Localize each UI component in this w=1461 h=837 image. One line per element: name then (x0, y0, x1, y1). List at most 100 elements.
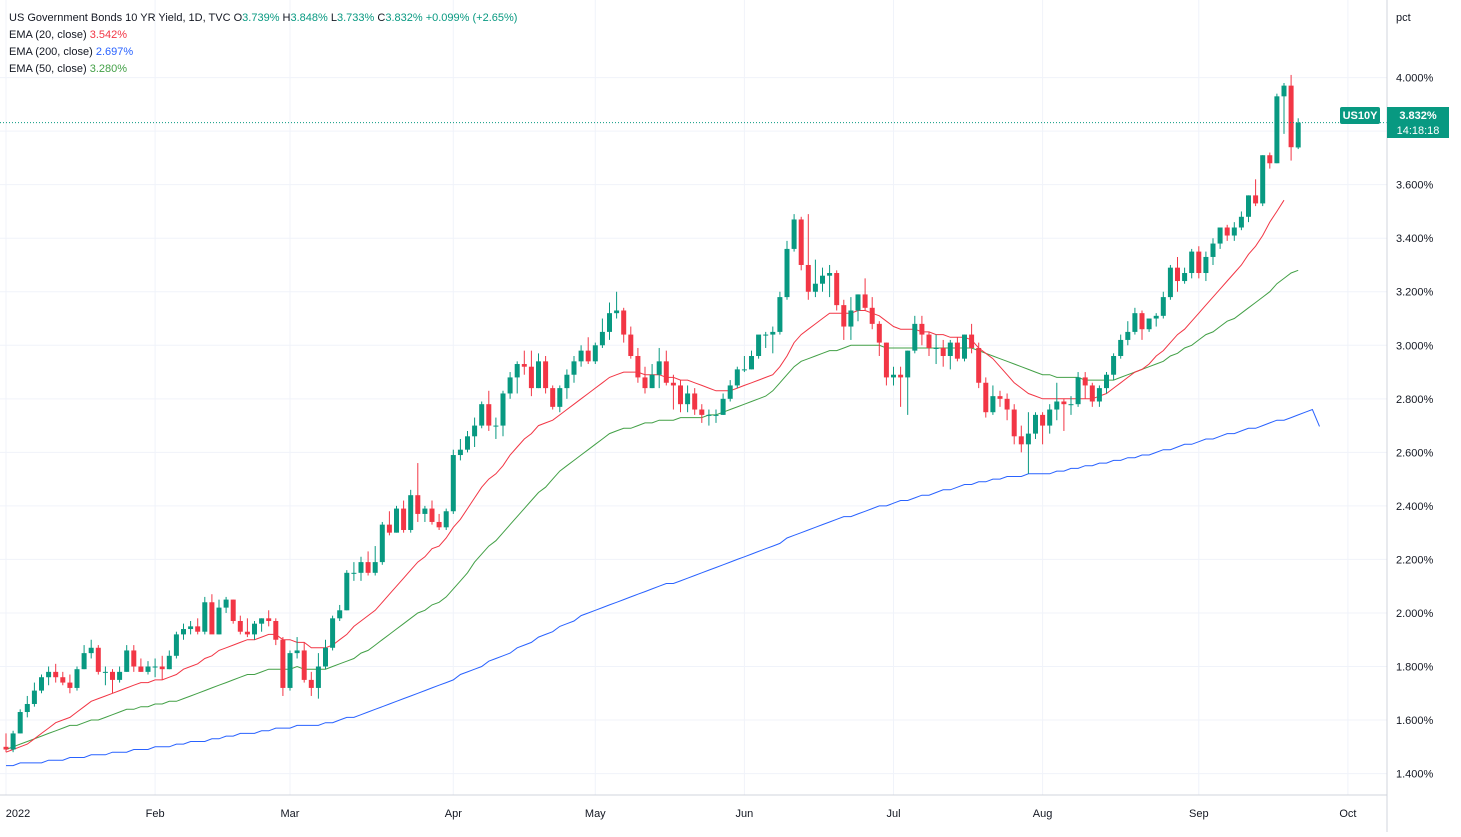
candle (273, 618, 279, 646)
candle-body (734, 369, 740, 386)
candle (848, 297, 854, 340)
candle (1125, 321, 1131, 346)
candle-body (1182, 273, 1188, 282)
candle (39, 674, 44, 694)
candle-body (181, 629, 186, 635)
candle (798, 216, 804, 271)
candle (670, 374, 676, 410)
candle-body (24, 703, 30, 713)
candle-body (727, 385, 733, 399)
x-axis-ticks[interactable]: 2022 Feb Mar Apr May Jun Jul Aug Sep Oct (6, 808, 1357, 820)
candle (678, 380, 683, 413)
candle-body (521, 364, 527, 367)
candle (607, 302, 612, 340)
candle-body (1011, 409, 1017, 437)
candle (1246, 195, 1251, 223)
candle-body (841, 305, 847, 327)
candle (117, 666, 123, 683)
candle-body (1096, 388, 1102, 402)
candle (1203, 251, 1209, 282)
candle (571, 355, 577, 383)
candle-body (898, 374, 904, 378)
candle (173, 631, 179, 659)
ema200-legend-row[interactable]: EMA (200, close) 2.697% (9, 44, 517, 61)
candle (457, 438, 463, 461)
candle-body (315, 666, 321, 688)
candle (152, 658, 158, 678)
candle-body (883, 342, 889, 378)
candle (749, 350, 754, 370)
candle-body (266, 618, 272, 622)
candle (862, 278, 868, 311)
candle (784, 240, 790, 300)
candle (102, 666, 108, 686)
price-label[interactable]: US10Y 3.832% 14:18:18 (1340, 107, 1449, 138)
candle-body (117, 671, 123, 680)
candle-body (969, 334, 975, 348)
ema200-label: EMA (200, close) (9, 46, 93, 58)
y-axis-ticks[interactable]: 1.400% 1.600% 1.800% 2.000% 2.200% 2.400% 2.60… (1396, 73, 1434, 781)
ema50-value: 3.280% (89, 63, 128, 75)
candle-body (195, 626, 201, 632)
high-label: H (282, 12, 291, 24)
candle-body (663, 361, 669, 383)
candle (727, 380, 733, 402)
candle-body (607, 313, 612, 332)
candle (841, 299, 847, 340)
candle-body (1111, 355, 1117, 375)
candle-body (252, 623, 257, 635)
candle (1118, 334, 1124, 359)
ema50-label: EMA (50, close) (9, 63, 87, 75)
candle-body (713, 414, 719, 416)
candle (983, 377, 989, 418)
candle (308, 671, 314, 696)
candle (372, 546, 378, 576)
candle (17, 709, 23, 734)
candle (138, 658, 144, 672)
candle (635, 347, 641, 383)
candle-body (351, 572, 357, 574)
candle-body (1089, 385, 1095, 402)
low-label: L (330, 12, 337, 24)
candle-body (614, 310, 620, 314)
candle-body (386, 524, 392, 533)
candle-body (273, 621, 279, 640)
candle-body (301, 650, 307, 680)
candle (1075, 372, 1081, 407)
candle-body (1189, 251, 1195, 274)
y-tick-label: 2.400% (1396, 501, 1434, 513)
candle-body (415, 495, 421, 514)
candle (401, 500, 407, 533)
candle-body (685, 393, 691, 405)
candle (812, 259, 818, 298)
ema50-legend-row[interactable]: EMA (50, close) 3.280% (9, 61, 517, 78)
candle (1238, 211, 1244, 231)
candle (777, 291, 783, 335)
candle (692, 388, 698, 415)
candle-body (1082, 377, 1088, 386)
candle-body (1047, 409, 1053, 426)
candle (926, 331, 932, 356)
candle-body (983, 382, 989, 413)
candle-body (372, 562, 378, 573)
candle-body (692, 393, 698, 410)
symbol-ohlc-row[interactable]: US Government Bonds 10 YR Yield, 1D, TVC… (9, 10, 517, 27)
candle-body (791, 219, 797, 249)
candle-body (53, 671, 59, 678)
candle (1210, 238, 1216, 265)
candle-body (1025, 433, 1031, 445)
candle-body (202, 602, 208, 632)
candle-body (1061, 401, 1067, 405)
candle-body (479, 404, 485, 426)
chart-legend: US Government Bonds 10 YR Yield, 1D, TVC… (9, 10, 517, 78)
candle-body (749, 355, 754, 370)
candle-body (230, 599, 236, 622)
candle-body (528, 366, 534, 389)
candle (443, 508, 449, 530)
ema20-legend-row[interactable]: EMA (20, close) 3.542% (9, 27, 517, 44)
candle-body (741, 369, 747, 371)
y-tick-label: 2.600% (1396, 447, 1434, 459)
candle (1040, 412, 1046, 445)
